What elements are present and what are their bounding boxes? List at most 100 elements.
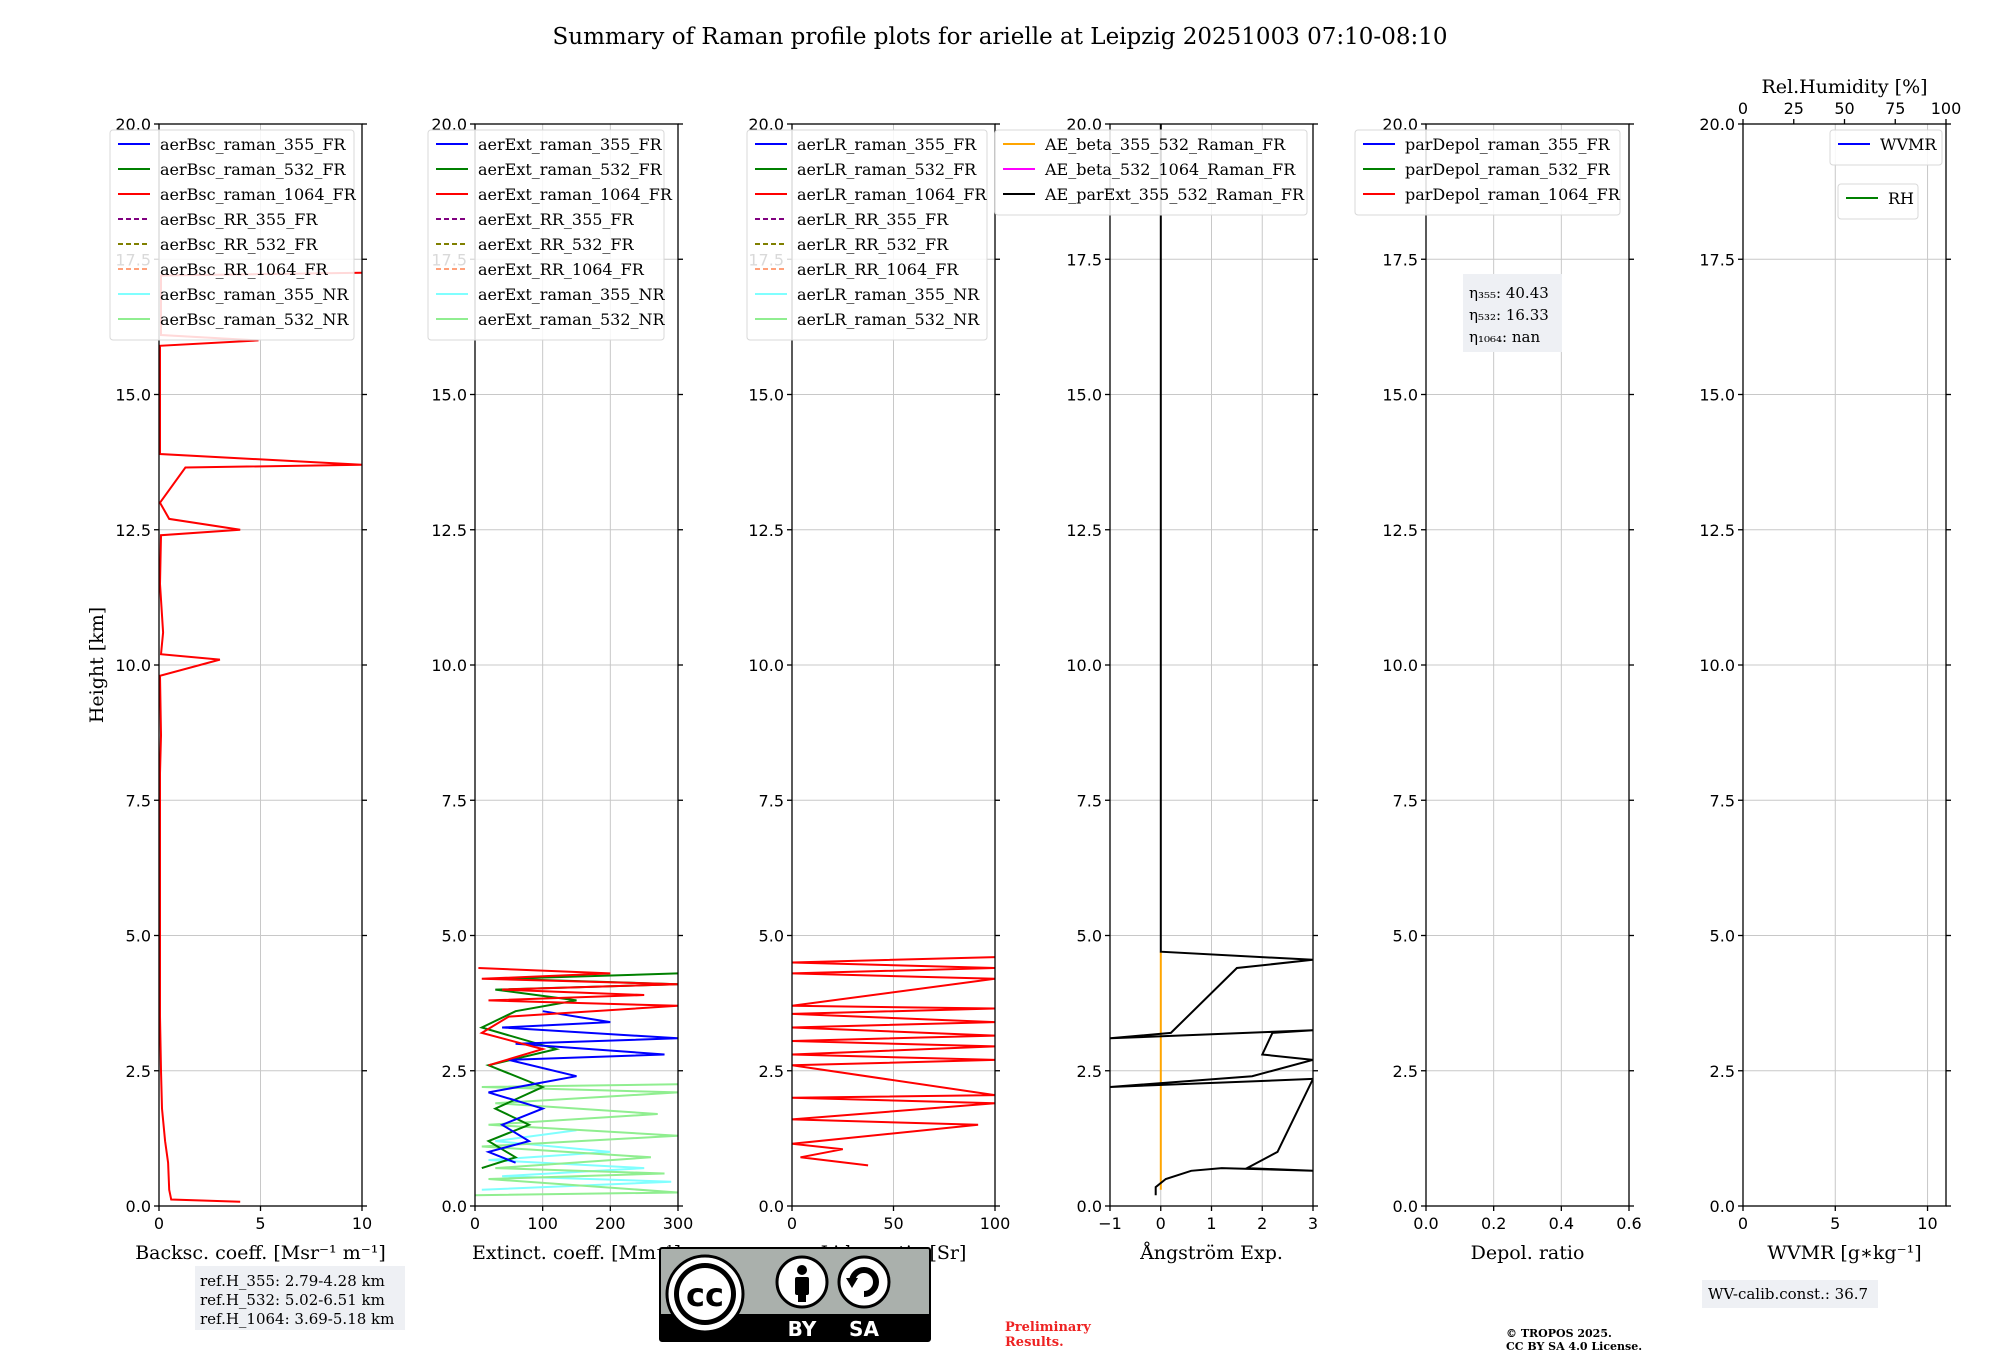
x-tick-label: 0 — [154, 1214, 164, 1233]
y-tick-label: 12.5 — [115, 521, 151, 540]
x-tick-label: 3 — [1308, 1214, 1318, 1233]
axes-frame — [791, 123, 996, 1207]
series-group — [475, 967, 678, 1197]
ref-height-532: ref.H_532: 5.02-6.51 km — [200, 1291, 385, 1309]
y-tick-label: 0.0 — [759, 1197, 784, 1216]
x-tick-label: 0 — [1156, 1214, 1166, 1233]
legend-label: aerExt_raman_355_NR — [478, 285, 666, 304]
y-tick-label: 20.0 — [1382, 115, 1418, 134]
legend-frame — [1829, 129, 1943, 166]
y-tick-label: 17.5 — [1066, 250, 1102, 269]
legend-label: aerLR_RR_1064_FR — [797, 260, 959, 279]
y-tick-label: 5.0 — [1393, 927, 1418, 946]
legend: WVMR — [1829, 129, 1943, 166]
series-aerExt_raman_1064_FR — [478, 967, 678, 1067]
preliminary-line-2: Results. — [1005, 1335, 1064, 1350]
legend-label: aerBsc_RR_532_FR — [160, 235, 318, 254]
panel-6: 0.02.55.07.510.012.515.017.520.00 5 10WVMR… — [1699, 76, 1961, 1264]
y-tick-label: 10.0 — [115, 656, 151, 675]
legend-label: aerLR_raman_355_NR — [797, 285, 980, 304]
x-tick-label: 200 — [595, 1214, 626, 1233]
y-tick-label: 5.0 — [126, 927, 151, 946]
legend-label: aerExt_raman_1064_FR — [478, 185, 673, 204]
y-tick-label: 12.5 — [1066, 521, 1102, 540]
copyright-line-1: © TROPOS 2025. — [1506, 1327, 1612, 1340]
y-tick-label: 7.5 — [759, 791, 784, 810]
legend-label: parDepol_raman_1064_FR — [1405, 185, 1621, 204]
y-tick-label: 20.0 — [1066, 115, 1102, 134]
legend: aerBsc_raman_355_FR aerBsc_raman_532_FRae… — [109, 129, 357, 341]
x-tick-label: 100 — [980, 1214, 1011, 1233]
y-tick-label: 12.5 — [748, 521, 784, 540]
y-tick-label: 7.5 — [1710, 791, 1735, 810]
eta-box-bg — [1463, 274, 1562, 352]
legend-frame — [994, 129, 1308, 216]
ref-height-355: ref.H_355: 2.79-4.28 km — [200, 1272, 385, 1290]
axes-frame — [474, 123, 679, 1207]
series-group — [792, 956, 995, 1167]
legend-label: aerLR_raman_532_FR — [797, 160, 977, 179]
series-group — [159, 271, 362, 1203]
top-axis-label: Rel.Humidity [%] — [1761, 76, 1927, 98]
legend-label: aerExt_raman_532_FR — [478, 160, 663, 179]
legend-label: parDepol_raman_532_FR — [1405, 160, 1611, 179]
x-tick-label: 5 — [255, 1214, 265, 1233]
y-tick-label: 2.5 — [1393, 1062, 1418, 1081]
legend-label: aerBsc_raman_1064_FR — [160, 185, 357, 204]
y-tick-label: 0.0 — [442, 1197, 467, 1216]
y-tick-label: 17.5 — [1699, 250, 1735, 269]
wv-calib-box-bg — [1702, 1280, 1878, 1308]
y-tick-label: 5.0 — [1710, 927, 1735, 946]
legend-label: aerBsc_raman_532_NR — [160, 310, 349, 329]
top-tick-label: 75 — [1885, 99, 1905, 118]
eta-value: η₁₀₆₄: nan — [1469, 328, 1540, 346]
x-tick-label: 300 — [663, 1214, 694, 1233]
x-tick-label: 10 — [1917, 1214, 1937, 1233]
legend-frame — [1354, 129, 1621, 216]
axes-frame — [158, 123, 363, 1207]
x-axis-label: Depol. ratio — [1471, 1242, 1585, 1264]
x-tick-label: 0.6 — [1616, 1214, 1641, 1233]
series-aerExt_raman_355_FR — [485, 1010, 678, 1164]
y-tick-label: 17.5 — [1382, 250, 1418, 269]
legend-label: aerBsc_RR_355_FR — [160, 210, 318, 229]
panel-2: 0.02.55.07.510.012.515.017.520.001002003… — [427, 115, 694, 1264]
cc-by-sa-logo: cc BY SA — [659, 1247, 931, 1342]
x-axis-label: WVMR [g∗kg⁻¹] — [1767, 1242, 1921, 1264]
legend-label: AE_beta_532_1064_Raman_FR — [1044, 160, 1296, 179]
legend-label: RH — [1888, 189, 1914, 208]
panels: 0.02.55.07.510.012.515.017.520.00510Back… — [86, 76, 1961, 1264]
figure-title: Summary of Raman profile plots for ariel… — [553, 24, 1448, 50]
series-aerExt_raman_532_NR — [475, 1083, 678, 1197]
y-tick-label: 15.0 — [748, 386, 784, 405]
copyright-line-2: CC BY SA 4.0 License. — [1506, 1340, 1642, 1353]
y-tick-label: 5.0 — [759, 927, 784, 946]
legend-label: AE_parExt_355_532_Raman_FR — [1044, 185, 1305, 204]
legend-label: aerLR_RR_532_FR — [797, 235, 949, 254]
x-tick-label: 1 — [1206, 1214, 1216, 1233]
axes-frame — [1109, 123, 1314, 1207]
y-tick-label: 2.5 — [759, 1062, 784, 1081]
y-tick-label: 20.0 — [748, 115, 784, 134]
legend-label: aerBsc_raman_532_FR — [160, 160, 346, 179]
y-tick-label: 5.0 — [442, 927, 467, 946]
legend-label: aerExt_raman_355_FR — [478, 135, 663, 154]
y-tick-label: 0.0 — [1077, 1197, 1102, 1216]
y-tick-label: 10.0 — [1066, 656, 1102, 675]
legend-frame — [427, 129, 665, 341]
ref-height-box-bg — [195, 1266, 405, 1330]
legend-label: aerBsc_raman_355_NR — [160, 285, 349, 304]
x-axis-label: Backsc. coeff. [Msr⁻¹ m⁻¹] — [135, 1242, 386, 1264]
preliminary-line-1: Preliminary — [1005, 1320, 1091, 1335]
legend: RH — [1837, 183, 1919, 220]
x-tick-label: 10 — [352, 1214, 372, 1233]
y-tick-label: 20.0 — [431, 115, 467, 134]
eta-value: η₃₅₅: 40.43 — [1469, 284, 1549, 302]
series-aerLR_raman_1064_FR — [792, 956, 995, 1167]
top-tick-label: 0 — [1738, 99, 1748, 118]
y-tick-label: 15.0 — [1382, 386, 1418, 405]
legend-label: aerLR_raman_355_FR — [797, 135, 977, 154]
y-tick-label: 12.5 — [1382, 521, 1418, 540]
svg-text:cc: cc — [686, 1276, 724, 1314]
